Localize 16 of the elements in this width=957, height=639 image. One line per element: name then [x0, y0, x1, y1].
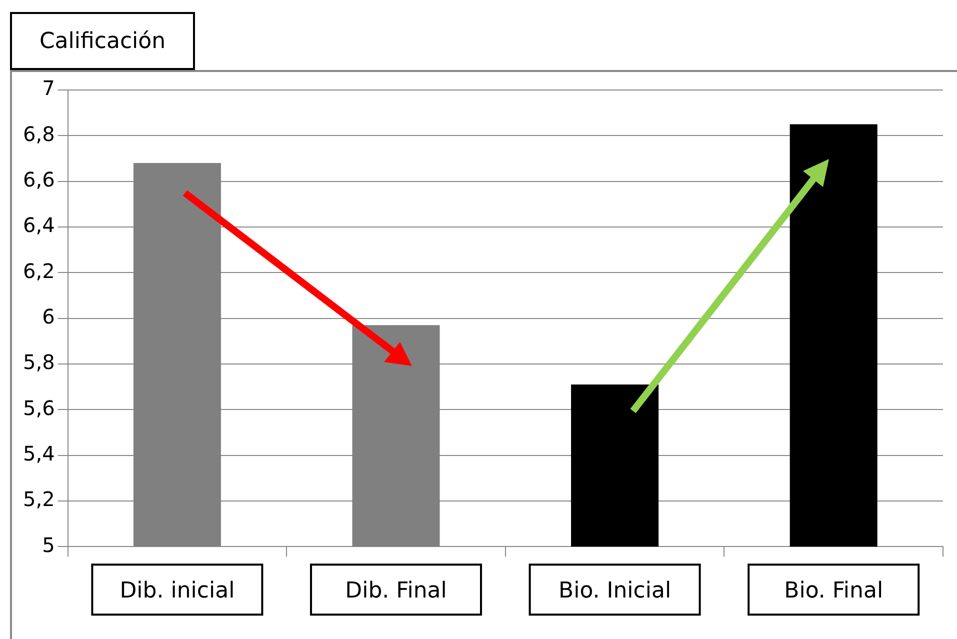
x-tick-label: Dib. Final: [345, 578, 447, 604]
x-tick-label: Dib. inicial: [120, 578, 235, 604]
y-tick-label: 5,8: [22, 350, 55, 374]
y-axis-title: Calificación: [10, 12, 195, 70]
y-tick-label: 7: [42, 76, 55, 100]
y-tick-label: 6: [42, 304, 55, 329]
y-tick-label: 6,4: [22, 213, 55, 238]
y-tick-label: 5,2: [22, 487, 55, 512]
y-tick-label: 5: [42, 532, 55, 557]
x-tick-label: Bio. Final: [784, 578, 884, 604]
y-tick-label: 5,6: [22, 396, 55, 420]
y-tick-label: 5,4: [22, 441, 55, 466]
y-tick-label: 6,2: [22, 258, 55, 283]
y-tick-label: 6,6: [22, 168, 55, 192]
x-tick-label: Bio. Inicial: [558, 578, 672, 604]
y-tick-label: 6,8: [22, 122, 55, 146]
